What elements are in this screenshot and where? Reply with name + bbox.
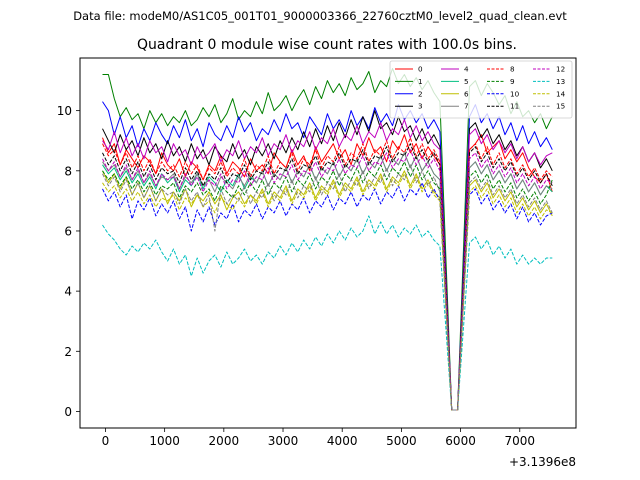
legend-label-8: 8 [510, 65, 515, 74]
x-axis-offset-label: +3.1396e8 [509, 455, 576, 469]
y-tick-label: 2 [64, 345, 72, 359]
plot-area [79, 57, 577, 429]
y-axis: 0 2 4 6 8 10 [57, 104, 80, 419]
legend-label-4: 4 [464, 65, 469, 74]
legend-label-0: 0 [418, 65, 423, 74]
y-tick-label: 8 [64, 164, 72, 178]
x-tick-label: 3000 [268, 434, 299, 448]
series-line-11 [102, 143, 553, 411]
legend-label-11: 11 [510, 102, 519, 111]
y-tick-label: 10 [57, 104, 72, 118]
x-tick-label: 0 [102, 434, 110, 448]
legend-label-3: 3 [418, 102, 423, 111]
y-tick-label: 6 [64, 224, 72, 238]
series-line-0 [102, 134, 553, 411]
x-tick-label: 4000 [327, 434, 358, 448]
x-tick-label: 1000 [149, 434, 180, 448]
axes-frame [79, 57, 577, 429]
suptitle: Data file: modeM0/AS1C05_001T01_90000033… [73, 9, 567, 23]
series-line-8 [102, 137, 553, 411]
legend-label-13: 13 [556, 77, 565, 86]
series-line-15 [102, 164, 553, 411]
series-line-6 [102, 170, 553, 411]
x-tick-label: 7000 [504, 434, 535, 448]
legend-label-6: 6 [464, 89, 469, 98]
legend-label-9: 9 [510, 77, 515, 86]
series-line-10 [102, 182, 553, 411]
chart-title: Quadrant 0 module wise count rates with … [137, 37, 517, 53]
legend-label-7: 7 [464, 102, 469, 111]
legend-label-14: 14 [556, 89, 566, 98]
y-tick-label: 4 [64, 285, 72, 299]
series-line-3 [102, 110, 553, 411]
legend-label-2: 2 [418, 89, 423, 98]
legend-label-1: 1 [418, 77, 423, 86]
legend-label-5: 5 [464, 77, 469, 86]
x-tick-label: 2000 [209, 434, 240, 448]
y-tick-label: 0 [64, 405, 72, 419]
legend-label-15: 15 [556, 102, 565, 111]
series-line-13 [102, 215, 553, 411]
legend-label-10: 10 [510, 89, 520, 98]
series-line-12 [102, 149, 553, 411]
legend-label-12: 12 [556, 65, 565, 74]
x-axis: 0 1000 2000 3000 4000 5000 6000 7000 [102, 428, 535, 448]
series-layer [102, 68, 553, 411]
series-line-4 [102, 119, 553, 411]
x-tick-label: 5000 [386, 434, 417, 448]
x-tick-label: 6000 [445, 434, 476, 448]
legend-frame [389, 60, 573, 119]
